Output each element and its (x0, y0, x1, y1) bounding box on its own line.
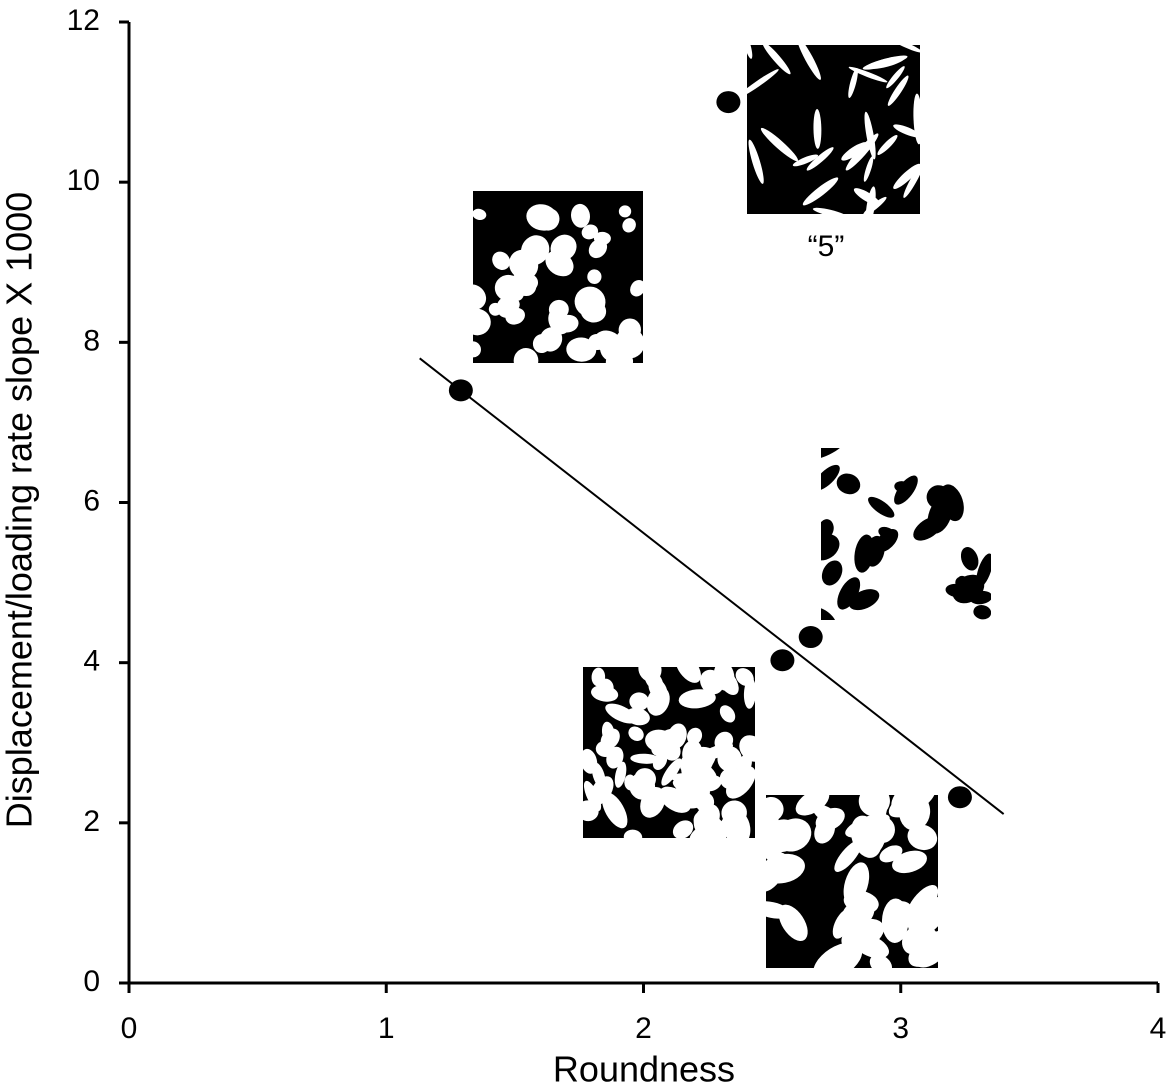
texture-image (455, 191, 649, 376)
x-tick-label: 0 (121, 1012, 138, 1045)
x-tick-label: 3 (892, 1012, 909, 1045)
y-tick-label: 4 (83, 645, 100, 678)
y-tick-label: 0 (83, 965, 100, 998)
y-axis-title: Displacement/loading rate slope X 1000 (0, 192, 40, 828)
data-point (770, 649, 794, 671)
x-tick-label: 2 (635, 1012, 652, 1045)
texture-image (735, 32, 926, 227)
data-point (716, 91, 740, 113)
data-point (799, 626, 823, 648)
texture-image (805, 435, 996, 636)
x-axis-title: Roundness (553, 1049, 735, 1090)
annotation: “5” (808, 230, 845, 263)
texture-image (574, 649, 770, 851)
y-tick-label: 8 (83, 324, 100, 357)
data-point (948, 786, 972, 808)
chart: “5” Roundness Displacement/loading rate … (0, 0, 1171, 1091)
y-tick-label: 12 (67, 4, 100, 37)
y-tick-label: 6 (83, 484, 100, 517)
x-tick-label: 4 (1150, 1012, 1167, 1045)
x-tick-label: 1 (378, 1012, 395, 1045)
microstructure-images (455, 32, 996, 988)
y-tick-label: 2 (83, 805, 100, 838)
y-tick-label: 10 (67, 164, 100, 197)
texture-image (751, 776, 962, 989)
data-point (449, 379, 473, 401)
